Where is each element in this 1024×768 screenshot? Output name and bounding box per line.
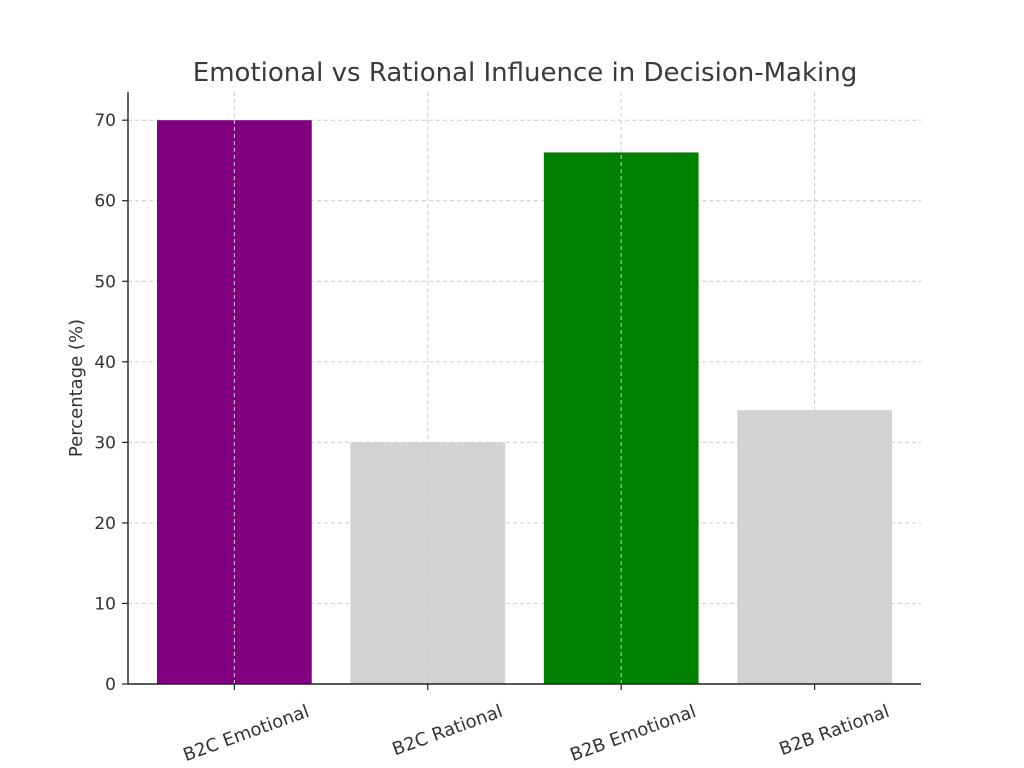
x-tick-label: B2C Rational (390, 701, 506, 760)
axes (127, 92, 921, 685)
y-ticks: 0 10 20 30 40 50 60 70 (94, 111, 128, 695)
x-tick-label: B2B Emotional (567, 701, 699, 766)
x-tick-label: B2B Rational (777, 701, 893, 760)
bars (157, 120, 892, 685)
y-tick-label: 30 (94, 433, 116, 453)
chart-title: Emotional vs Rational Influence in Decis… (193, 58, 857, 88)
y-tick-label: 40 (94, 353, 116, 373)
y-tick-label: 20 (94, 514, 116, 534)
y-tick-label: 50 (94, 272, 116, 292)
y-tick-label: 10 (94, 594, 116, 614)
y-tick-label: 0 (105, 675, 116, 695)
y-axis-label: Percentage (%) (66, 319, 87, 457)
y-tick-label: 70 (94, 111, 116, 131)
x-tick-label: B2C Emotional (180, 701, 312, 766)
vertical-grid (233, 92, 816, 684)
y-tick-label: 60 (94, 192, 116, 212)
x-ticks: B2C Emotional B2C Rational B2B Emotional B2… (180, 684, 892, 766)
